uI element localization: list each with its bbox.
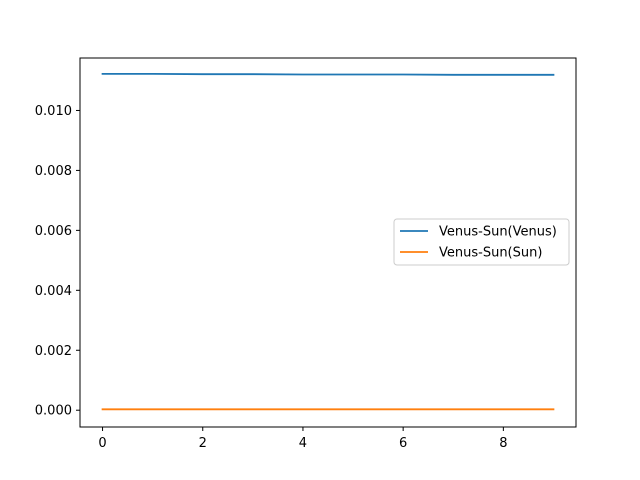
x-tick-label: 2 [199,436,207,451]
y-tick-label: 0.002 [35,344,72,359]
y-tick-label: 0.006 [35,224,72,239]
series-layer [101,72,555,411]
legend-label-1: Venus-Sun(Sun) [439,246,542,261]
legend: Venus-Sun(Venus) Venus-Sun(Sun) [393,218,570,266]
y-tick-label: 0.010 [35,104,72,119]
axes-layer: 0 2 4 6 8 0.000 0.002 0.004 0.006 0.008 0.010 [35,104,508,451]
x-tick-label: 0 [98,436,106,451]
series-line-0 [101,72,555,76]
x-tick-label: 4 [299,436,307,451]
legend-box [393,218,570,266]
x-tick-label: 6 [399,436,407,451]
y-tick-label: 0.008 [35,164,72,179]
legend-label-0: Venus-Sun(Venus) [439,225,557,240]
y-tick-label: 0.000 [35,404,72,419]
x-tick-label: 8 [499,436,507,451]
y-tick-label: 0.004 [35,284,72,299]
plot-frame [79,57,577,428]
